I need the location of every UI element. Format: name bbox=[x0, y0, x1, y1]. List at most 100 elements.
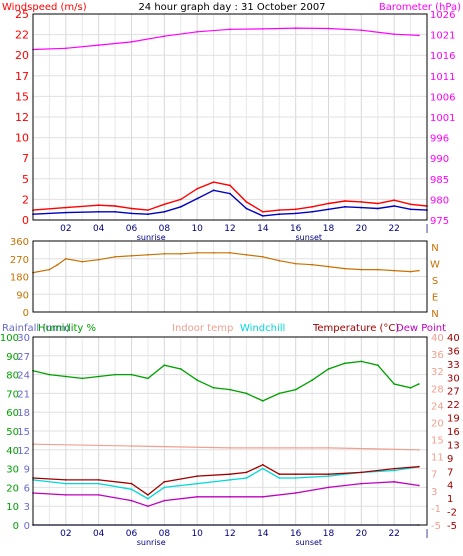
panel2-left-tick-label: 90 bbox=[16, 290, 29, 301]
windgust-series-point bbox=[311, 205, 313, 208]
wind-direction-series-point bbox=[81, 260, 84, 263]
panel2-left-tick-label: 270 bbox=[10, 255, 29, 266]
humidity-series-point bbox=[327, 368, 330, 370]
humidity-series-point bbox=[409, 386, 412, 389]
windgust-series-point bbox=[97, 204, 100, 207]
barometer-series-point bbox=[229, 28, 231, 31]
dewpoint-series-point bbox=[294, 492, 297, 494]
panel1-right-tick-label: 996 bbox=[430, 134, 449, 145]
panel3-rain-tick-label: 0 bbox=[24, 521, 30, 532]
panel3-right-tick-label-1: 11 bbox=[431, 453, 444, 464]
windgust-series-point bbox=[327, 202, 330, 205]
panel3-sunrise-label: sunrise bbox=[137, 538, 166, 547]
humidity-series-point bbox=[376, 364, 379, 367]
windspeed-series-point bbox=[393, 205, 396, 207]
panel3-sunset-label: sunset bbox=[296, 538, 323, 547]
panel1-right-tick-label: 975 bbox=[430, 216, 449, 227]
panel2-frame bbox=[32, 240, 428, 313]
humidity-series-point bbox=[360, 360, 363, 363]
dewpoint-series bbox=[32, 481, 419, 507]
panel3-humidity-tick-label: 90 bbox=[6, 352, 19, 363]
humidity-series-point bbox=[48, 373, 51, 376]
humidity-series-point bbox=[278, 392, 281, 395]
windspeed-series-point bbox=[196, 197, 199, 200]
panel1-left-tick-label: 12 bbox=[15, 111, 29, 124]
panel1-x-tick-label: 18 bbox=[323, 224, 335, 234]
graph-title: 24 hour graph day : 31 October 2007 bbox=[138, 2, 325, 13]
windchill-series-point bbox=[147, 497, 149, 500]
windchill-series-point bbox=[393, 469, 396, 472]
humidity-series-point bbox=[212, 386, 215, 389]
panel1-left-tick-label: 22 bbox=[15, 29, 29, 42]
panel3-rain-tick-label: 18 bbox=[17, 408, 30, 419]
panel1-x-tick-label: 02 bbox=[60, 224, 71, 234]
windgust-series-point bbox=[229, 184, 231, 187]
windspeed-series-point bbox=[147, 213, 149, 216]
windspeed-series-point bbox=[97, 210, 100, 213]
panel3-x-tick-label: 04 bbox=[93, 529, 105, 539]
temperature-series-point bbox=[130, 482, 133, 485]
panel3-humidity-tick-label: 80 bbox=[6, 371, 19, 382]
panel3-x-tick-label: 10 bbox=[191, 529, 203, 539]
barometer-series-point bbox=[163, 35, 166, 38]
panel3-frame bbox=[32, 336, 428, 526]
windspeed-series-point bbox=[229, 192, 231, 195]
panel3-x-tick-label: 16 bbox=[290, 529, 302, 539]
legend-label: Rainfall (mm) bbox=[2, 323, 70, 334]
panel3-right-tick-label-2: -2 bbox=[447, 508, 457, 519]
panel3-right-tick-label-1: 36 bbox=[431, 350, 444, 361]
panel3-right-tick-label-2: 13 bbox=[447, 440, 460, 451]
wind-direction-series-point bbox=[311, 263, 313, 266]
panel1-sunset-label: sunset bbox=[296, 233, 323, 242]
panel3-right-tick-label-1: 32 bbox=[431, 367, 444, 378]
panel1-left-tick-label: 0 bbox=[22, 214, 29, 227]
dewpoint-series-point bbox=[327, 486, 330, 489]
windgust-series-point bbox=[360, 201, 363, 203]
dewpoint-series-point bbox=[196, 495, 199, 498]
dewpoint-series-point bbox=[261, 495, 264, 498]
windspeed-series-point bbox=[311, 210, 313, 213]
frame-layer bbox=[32, 13, 428, 526]
windspeed-series-point bbox=[360, 206, 363, 209]
windgust-series-point bbox=[409, 203, 412, 206]
barometer-series-point bbox=[261, 28, 264, 30]
windspeed-series-point bbox=[327, 208, 330, 211]
windspeed-series-point bbox=[179, 205, 182, 208]
dewpoint-series-point bbox=[163, 499, 166, 502]
panel3-right-tick-label-2: 1 bbox=[447, 494, 453, 505]
panel1-right-tick-label: 990 bbox=[430, 154, 449, 165]
indoor-temp-series-point bbox=[327, 447, 330, 449]
temperature-series-point bbox=[417, 465, 420, 468]
humidity-series-point bbox=[81, 377, 84, 380]
panel3-right-tick-label-2: 4 bbox=[447, 481, 453, 492]
panel1-left-tick-label: 25 bbox=[15, 8, 29, 21]
wind-direction-series-point bbox=[360, 268, 363, 271]
barometer-series-point bbox=[97, 44, 100, 46]
panel3-right-tick-label-1: -1 bbox=[431, 504, 441, 515]
temperature-series-point bbox=[229, 473, 231, 476]
panel1-x-tick-label: 12 bbox=[224, 224, 235, 234]
panel3-right-tick-label-1: 7 bbox=[431, 470, 437, 481]
temperature-series-point bbox=[64, 479, 67, 481]
humidity-series-point bbox=[417, 383, 420, 385]
wind-direction-series-point bbox=[245, 253, 248, 256]
panel1-x-tick-label: 16 bbox=[290, 224, 302, 234]
panel1-x-tick-label: 14 bbox=[257, 224, 269, 234]
wind-direction-series-point bbox=[196, 251, 199, 254]
barometer-series-point bbox=[393, 33, 396, 36]
panel1-x-tick-label: 10 bbox=[191, 224, 203, 234]
windchill-series-point bbox=[327, 475, 330, 477]
panel3-x-tick-label: 20 bbox=[356, 529, 368, 539]
dewpoint-series-point bbox=[130, 499, 133, 502]
panel3-rain-tick-label: 21 bbox=[17, 389, 30, 400]
legend-label: Dew Point bbox=[396, 323, 446, 334]
windspeed-series-point bbox=[376, 207, 379, 210]
barometer-series-point bbox=[417, 34, 420, 37]
panel3-right-tick-label-1: 24 bbox=[431, 401, 444, 412]
humidity-series-point bbox=[147, 377, 149, 380]
panel3-right-tick-label-2: 22 bbox=[447, 400, 460, 411]
temperature-series-point bbox=[278, 473, 281, 476]
panel1-x-tick-label: 22 bbox=[388, 224, 399, 234]
humidity-series-point bbox=[229, 388, 231, 391]
windchill-series-point bbox=[163, 486, 166, 489]
